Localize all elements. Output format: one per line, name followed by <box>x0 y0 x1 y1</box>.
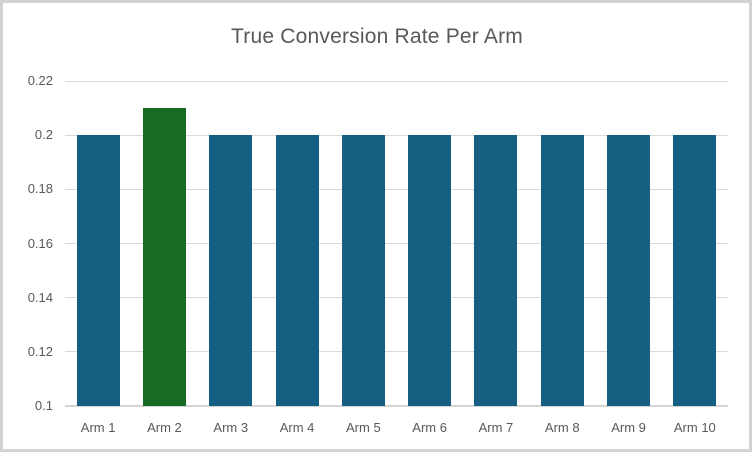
y-tick-label: 0.1 <box>34 398 53 413</box>
x-tick-label: Arm 2 <box>147 420 182 435</box>
y-tick-label: 0.22 <box>27 73 53 88</box>
y-tick-label: 0.12 <box>27 343 53 359</box>
x-tick-label: Arm 4 <box>279 420 315 435</box>
bar-arm-5 <box>341 135 385 406</box>
bar-arm-10 <box>673 135 717 406</box>
bar-arm-9 <box>607 135 651 406</box>
x-axis-line <box>65 405 728 407</box>
y-gridline <box>65 351 728 353</box>
x-tick-label: Arm 1 <box>80 420 116 435</box>
y-gridline <box>65 188 728 190</box>
x-tick-label: Arm 9 <box>611 420 646 435</box>
x-tick-label: Arm 3 <box>213 420 249 435</box>
chart-title: True Conversion Rate Per Arm <box>231 25 523 48</box>
x-tick-label: Arm 8 <box>544 420 580 435</box>
bar-arm-7 <box>474 135 518 406</box>
x-tick-label: Arm 7 <box>478 420 514 435</box>
x-tick-label: Arm 6 <box>412 420 447 435</box>
bar-arm-4 <box>275 135 319 406</box>
bar-arm-6 <box>408 135 452 406</box>
y-tick-label: 0.14 <box>27 289 53 305</box>
x-tick-label: Arm 10 <box>673 420 716 435</box>
y-gridline <box>65 297 728 299</box>
y-gridline <box>65 243 728 244</box>
y-gridline <box>65 80 728 82</box>
bar-arm-1 <box>76 135 120 406</box>
y-tick-label: 0.18 <box>27 181 53 197</box>
y-tick-label: 0.16 <box>27 235 53 251</box>
bar-arm-8 <box>540 135 584 406</box>
y-gridline <box>65 134 728 136</box>
x-tick-label: Arm 5 <box>346 420 381 435</box>
bar-arm-3 <box>209 135 253 406</box>
bar-arm-2 <box>142 108 186 406</box>
y-tick-label: 0.2 <box>34 127 53 143</box>
